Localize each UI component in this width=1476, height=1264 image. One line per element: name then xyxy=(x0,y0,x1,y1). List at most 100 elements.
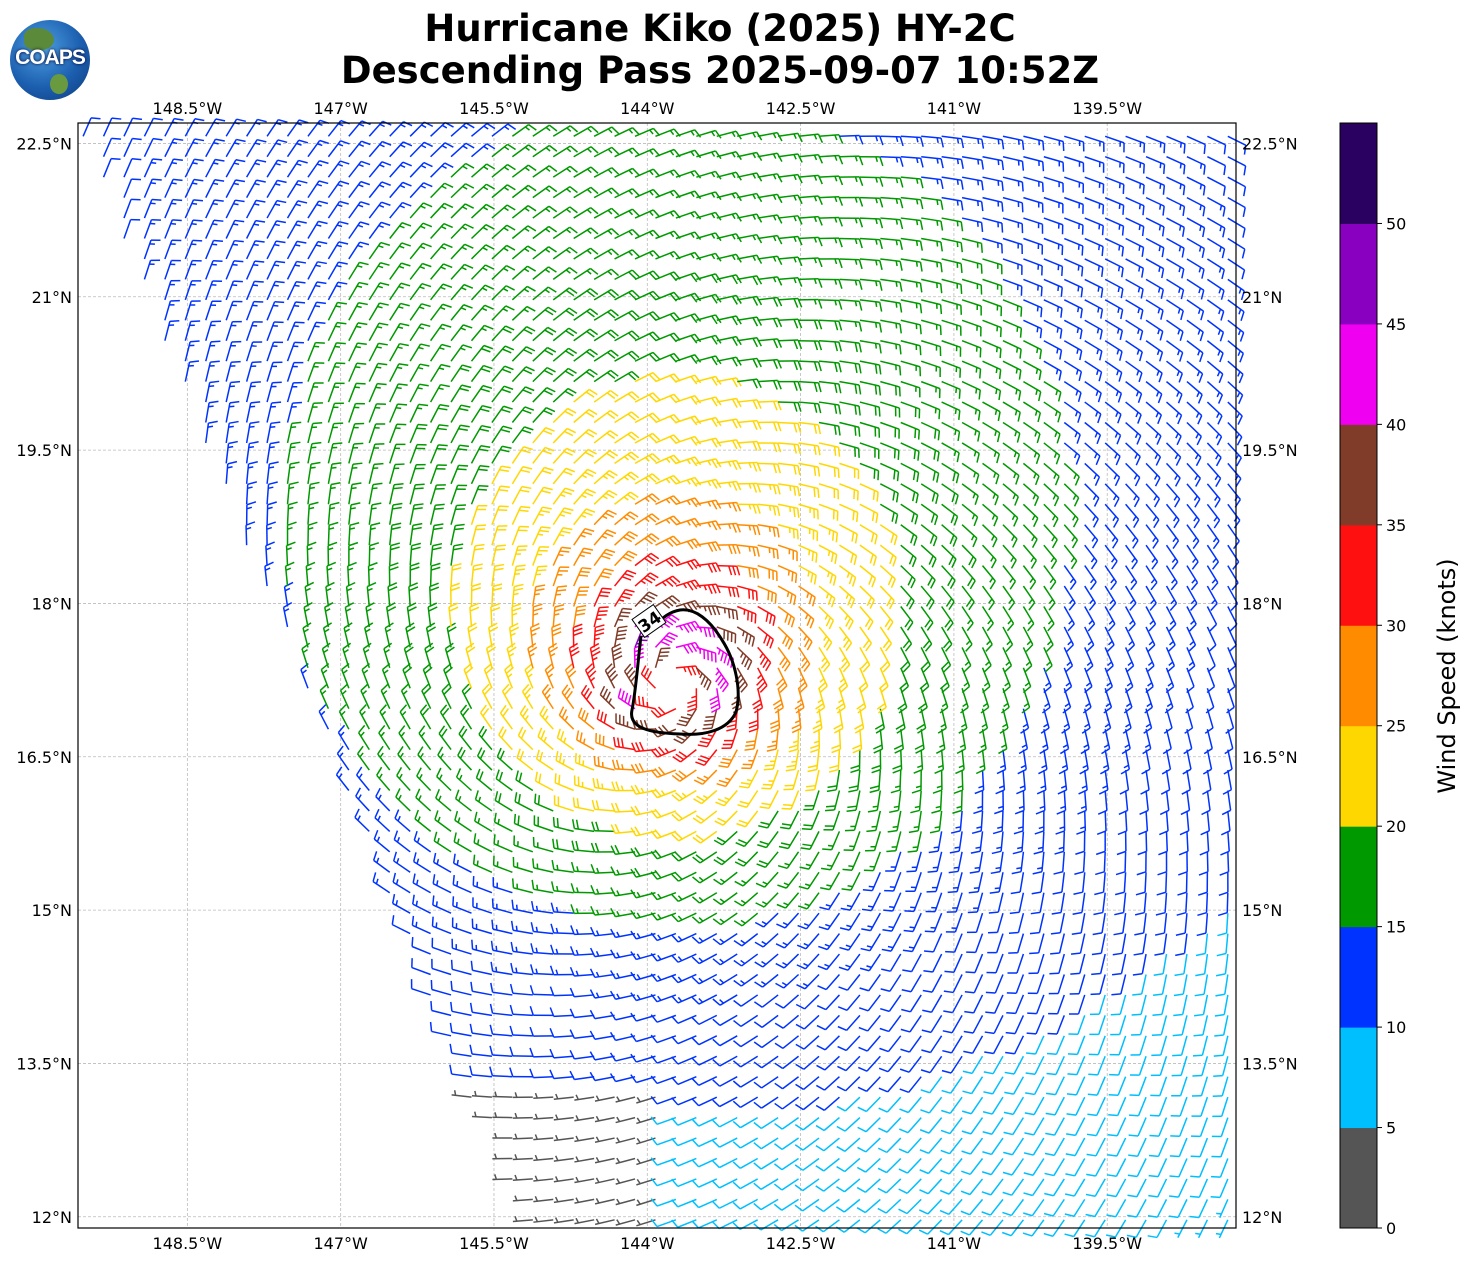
barb-full xyxy=(338,704,347,713)
wind-barb xyxy=(920,1096,943,1114)
barb-full xyxy=(819,906,829,911)
barb-full xyxy=(753,1142,762,1150)
barb-staff xyxy=(838,626,853,644)
barb-staff xyxy=(574,1055,595,1060)
barb-staff xyxy=(830,831,841,851)
wind-barb xyxy=(532,546,550,566)
barb-full xyxy=(1202,789,1212,795)
barb-staff xyxy=(480,712,493,730)
barb-full xyxy=(537,795,541,805)
barb-staff xyxy=(451,1010,472,1017)
wind-barb xyxy=(924,912,943,933)
wind-barb xyxy=(672,749,697,763)
barb-full xyxy=(864,618,871,628)
wind-barb xyxy=(831,729,842,754)
barb-staff xyxy=(492,928,513,935)
barb-full xyxy=(815,1185,825,1192)
barb-full xyxy=(714,820,724,826)
wind-barb xyxy=(392,872,411,894)
wind-barb xyxy=(1174,1219,1188,1238)
wind-barb xyxy=(798,871,820,890)
barb-full xyxy=(372,872,377,882)
barb-full xyxy=(898,1168,908,1174)
wind-barb xyxy=(1121,728,1131,755)
barb-full xyxy=(918,1209,929,1215)
barb-staff xyxy=(1033,1076,1045,1095)
barb-staff xyxy=(802,1137,820,1151)
barb-full xyxy=(703,678,709,688)
barb-staff xyxy=(1074,1137,1086,1156)
barb-full xyxy=(902,949,913,953)
barb-full xyxy=(640,665,647,675)
wind-barb xyxy=(1028,953,1045,975)
barb-half xyxy=(563,737,567,743)
wind-barb xyxy=(306,541,317,566)
barb-half xyxy=(976,826,982,829)
wind-barb xyxy=(695,667,712,691)
wind-barb xyxy=(991,831,1004,855)
barb-full xyxy=(816,1064,826,1071)
wind-barb xyxy=(899,1055,922,1073)
barb-full xyxy=(470,960,474,971)
barb-full xyxy=(444,666,453,674)
barb-half xyxy=(416,858,420,864)
barb-full xyxy=(740,684,748,693)
barb-staff xyxy=(615,1055,636,1062)
wind-barb xyxy=(1046,1035,1065,1055)
barb-full xyxy=(1035,809,1046,815)
barb-full xyxy=(1146,665,1155,673)
barb-full xyxy=(437,746,444,756)
barb-staff xyxy=(743,830,759,847)
barb-half xyxy=(677,915,683,921)
wind-barb xyxy=(1073,872,1086,895)
barb-staff xyxy=(677,1219,697,1228)
barb-full xyxy=(1221,809,1231,816)
barb-full xyxy=(1001,706,1010,714)
wind-barb xyxy=(589,989,615,999)
barb-half xyxy=(616,1096,621,1102)
barb-staff xyxy=(1186,831,1189,852)
wind-barb xyxy=(769,708,781,733)
wind-barb xyxy=(1065,1137,1086,1157)
barb-full xyxy=(734,900,743,907)
barb-staff xyxy=(677,1035,697,1045)
barb-half xyxy=(677,895,683,901)
wind-barb xyxy=(775,953,800,969)
barb-half xyxy=(1060,785,1067,789)
barb-staff xyxy=(838,647,851,666)
barb-full xyxy=(675,772,684,780)
barb-full xyxy=(634,826,641,836)
barb-full xyxy=(535,588,545,592)
barb-half xyxy=(802,982,809,987)
barb-full xyxy=(967,911,978,914)
barb-staff xyxy=(1156,1219,1168,1238)
barb-full xyxy=(982,1151,992,1156)
barb-half xyxy=(761,940,767,945)
barb-full xyxy=(650,1157,658,1166)
barb-full xyxy=(556,728,561,739)
wind-barb xyxy=(1222,769,1233,795)
wind-barb xyxy=(816,994,840,1011)
barb-full xyxy=(549,986,555,996)
barb-half xyxy=(1105,702,1111,708)
barb-half xyxy=(494,1091,498,1097)
barb-half xyxy=(507,673,513,678)
barb-full xyxy=(747,610,750,621)
wind-barb xyxy=(1022,626,1034,653)
barb-staff xyxy=(574,870,595,874)
barb-full xyxy=(663,637,673,644)
barb-full xyxy=(795,1003,806,1010)
wind-barb xyxy=(1044,1178,1065,1197)
barb-staff xyxy=(1022,585,1036,604)
barb-full xyxy=(539,751,544,762)
wind-barb xyxy=(1189,1199,1209,1219)
barb-full xyxy=(702,727,713,730)
wind-barb xyxy=(697,728,718,748)
wind-barb xyxy=(593,755,615,771)
barb-staff xyxy=(805,933,820,950)
barb-staff xyxy=(1158,1117,1168,1137)
barb-full xyxy=(713,839,723,846)
wind-barb xyxy=(797,892,820,910)
wind-barb xyxy=(436,767,452,792)
barb-staff xyxy=(1117,1056,1127,1076)
